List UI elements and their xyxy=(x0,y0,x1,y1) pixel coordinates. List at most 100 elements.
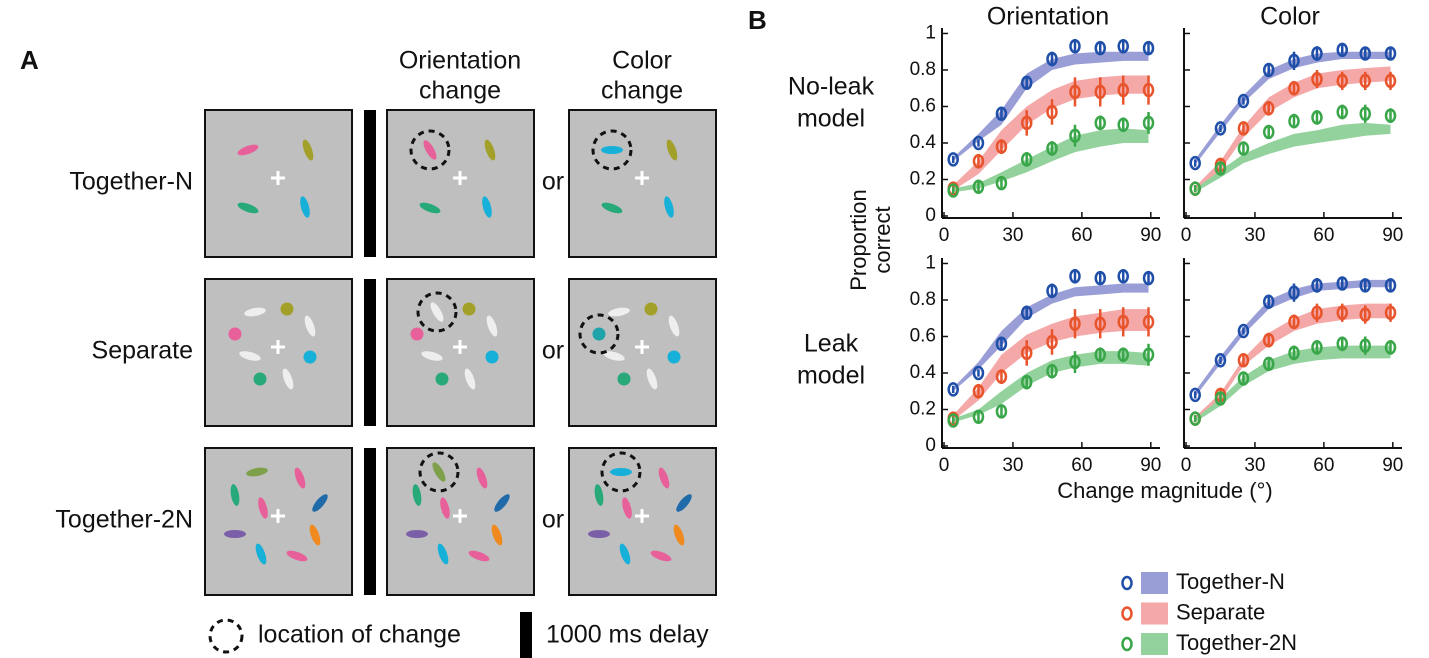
stimulus xyxy=(610,468,632,476)
fixation-cross xyxy=(453,340,467,354)
data-point xyxy=(995,139,1008,154)
stimulus xyxy=(622,497,632,519)
data-point xyxy=(1262,294,1275,310)
fixation-cross xyxy=(635,171,649,185)
stimulus xyxy=(608,307,630,317)
data-point xyxy=(1214,161,1227,176)
legend-text: 1000 ms delay xyxy=(546,621,709,649)
data-point xyxy=(1336,276,1349,291)
delay-bar xyxy=(364,110,376,257)
chart-title: Color xyxy=(1260,3,1320,31)
fixation-cross xyxy=(453,509,467,523)
data-point xyxy=(1237,93,1250,109)
data-point xyxy=(1046,363,1058,379)
data-point xyxy=(1384,46,1397,61)
data-point xyxy=(1069,84,1081,100)
stimulus xyxy=(644,302,658,316)
data-point xyxy=(1288,80,1300,96)
stimulus xyxy=(406,530,428,538)
stimulus xyxy=(588,530,610,538)
stimulus xyxy=(244,307,266,317)
stimulus xyxy=(486,315,498,337)
y-axis-label: Proportion xyxy=(846,189,871,291)
delay-bar xyxy=(364,448,376,595)
stimulus xyxy=(228,327,242,341)
stimulus xyxy=(668,315,680,337)
stimulus xyxy=(464,368,476,390)
row-label: Together-2N xyxy=(55,506,193,534)
stimulus xyxy=(419,202,441,214)
data-point xyxy=(1262,332,1275,348)
stimulus xyxy=(237,144,259,156)
data-point xyxy=(1262,124,1275,140)
x-tick-label: 60 xyxy=(1313,455,1334,476)
data-point xyxy=(1020,374,1033,390)
data-point xyxy=(1336,42,1349,58)
stimulus xyxy=(667,350,681,364)
data-point xyxy=(1384,340,1397,355)
data-point xyxy=(1046,104,1058,120)
data-point xyxy=(1117,39,1129,54)
data-point xyxy=(1288,113,1300,129)
row-label: model xyxy=(797,362,865,390)
data-point xyxy=(947,152,959,167)
column-header: Color xyxy=(612,47,672,75)
data-point xyxy=(995,404,1008,419)
stimulus xyxy=(462,302,476,316)
data-point xyxy=(1020,305,1033,321)
y-tick-label: 0.6 xyxy=(910,96,936,117)
column-header: Orientation xyxy=(399,47,521,75)
data-point xyxy=(995,336,1008,352)
y-tick-label: 0.6 xyxy=(910,326,936,347)
stimulus xyxy=(430,302,444,322)
row-label: model xyxy=(797,105,865,133)
stimulus xyxy=(468,550,490,562)
stimulus xyxy=(437,543,449,565)
data-point xyxy=(1069,128,1081,143)
data-point xyxy=(1336,73,1349,89)
data-point xyxy=(1359,338,1371,353)
stimulus xyxy=(312,494,328,512)
x-tick-label: 90 xyxy=(1382,455,1403,476)
data-point xyxy=(1094,40,1107,56)
x-tick-label: 90 xyxy=(1140,225,1161,246)
stimulus xyxy=(650,550,672,562)
stimulus xyxy=(440,497,450,519)
legend-marker xyxy=(1121,606,1133,621)
y-tick-label: 0.2 xyxy=(910,169,936,190)
x-tick-label: 0 xyxy=(1181,225,1192,246)
stimulus xyxy=(592,327,606,341)
data-point xyxy=(1189,181,1201,196)
column-header: change xyxy=(419,77,501,105)
data-point xyxy=(1288,314,1300,330)
stimulus xyxy=(601,202,623,214)
stimulus xyxy=(423,140,437,160)
data-point xyxy=(1311,71,1323,87)
delay-bar xyxy=(364,279,376,426)
panel-label: B xyxy=(748,5,767,35)
chart-title: Orientation xyxy=(987,3,1109,31)
data-point xyxy=(1237,323,1250,339)
stimulus xyxy=(482,196,492,218)
data-point xyxy=(1336,305,1349,321)
data-point xyxy=(1214,352,1227,368)
data-point xyxy=(1384,73,1397,89)
data-point xyxy=(1069,354,1081,370)
stimulus xyxy=(666,139,678,161)
legend-label: Together-2N xyxy=(1176,630,1297,655)
stimulus xyxy=(253,372,267,386)
data-point xyxy=(1094,115,1107,131)
y-tick-label: 0 xyxy=(925,435,936,456)
stimulus xyxy=(646,368,658,390)
data-point xyxy=(1237,121,1250,136)
stimulus xyxy=(664,196,674,218)
data-point xyxy=(1288,285,1300,300)
stimulus xyxy=(303,350,317,364)
stimulus xyxy=(309,524,321,546)
data-point xyxy=(1117,347,1129,362)
data-point xyxy=(1262,356,1275,372)
data-point xyxy=(1094,316,1107,331)
x-tick-label: 30 xyxy=(1002,225,1023,246)
data-point xyxy=(1117,117,1129,132)
data-point xyxy=(1311,46,1323,61)
